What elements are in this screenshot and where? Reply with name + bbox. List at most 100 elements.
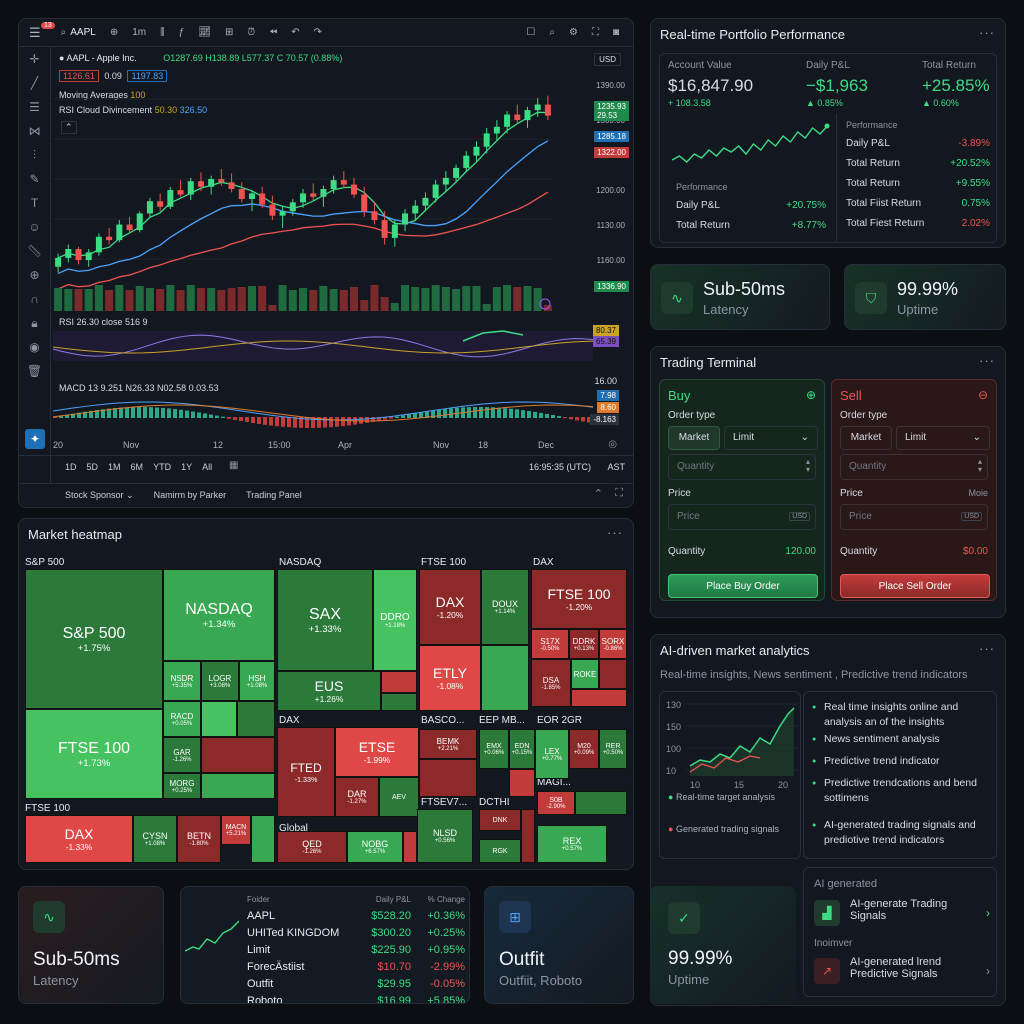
heatmap-tile[interactable]: RER +0.50%	[599, 729, 627, 769]
heatmap-tile[interactable]: EMX +0.06%	[479, 729, 509, 769]
heatmap-tile[interactable]: FTSE 100 -1.20%	[531, 569, 627, 629]
heatmap-tile[interactable]: AEV	[379, 777, 419, 817]
heatmap-tile[interactable]: DSA -1.85%	[531, 659, 571, 707]
heatmap-tile[interactable]: REX +0.57%	[537, 825, 607, 863]
magnet-icon[interactable]: ∩	[30, 292, 39, 306]
ask-price[interactable]: 1197.83	[127, 70, 168, 82]
buy-stepper-icon[interactable]: ▴ ▾	[805, 457, 810, 474]
range-button[interactable]: All	[202, 462, 213, 472]
sell-limit-select[interactable]: Limit ⌄	[896, 426, 990, 450]
heatmap-tile[interactable]	[509, 769, 535, 797]
heatmap-tile[interactable]: DAX -1.20%	[419, 569, 481, 645]
text-icon[interactable]: T	[30, 196, 39, 210]
add-symbol-icon[interactable]: ⊕	[109, 27, 119, 38]
trendline-icon[interactable]: ╱	[30, 76, 39, 90]
buy-limit-select[interactable]: Limit ⌄	[724, 426, 818, 450]
sell-stepper-icon[interactable]: ▴ ▾	[977, 457, 982, 474]
heatmap-tile[interactable]: BETN -1.80%	[177, 815, 221, 863]
heatmap-tile[interactable]: QED -1.26%	[277, 831, 347, 863]
camera-icon[interactable]: ◙	[612, 27, 619, 38]
trading-signals-item[interactable]: ▟ AI-generate Trading Signals ›	[814, 898, 990, 930]
sell-market-tab[interactable]: Market	[840, 426, 892, 450]
holdings-row[interactable]: UHITed KINGDOM $300.20 +0.25%	[247, 924, 467, 941]
alert-icon[interactable]: ⏰︎	[247, 27, 256, 38]
heatmap-tile[interactable]: MORG +0.25%	[163, 773, 201, 799]
heatmap-tile[interactable]	[237, 701, 275, 737]
heatmap-tile[interactable]: EUS +1.26%	[277, 671, 381, 711]
heatmap-tile[interactable]: SAX +1.33%	[277, 569, 373, 671]
heatmap-tile[interactable]: GAR -1.26%	[163, 737, 201, 773]
heatmap-tile[interactable]	[381, 671, 417, 693]
redo-icon[interactable]: ↷	[313, 27, 322, 38]
replay-icon[interactable]: ⏪︎	[269, 27, 278, 38]
candle-type-icon[interactable]: ⫼	[160, 27, 165, 38]
sell-price-input[interactable]: Price	[840, 504, 988, 530]
settings-icon[interactable]: ⚙	[568, 27, 578, 38]
heatmap-tile[interactable]: FTED -1.33%	[277, 727, 335, 817]
heatmap-tile[interactable]: BEMK +2.21%	[419, 729, 477, 759]
place-sell-button[interactable]: Place Sell Order	[840, 574, 990, 598]
heatmap-tile[interactable]	[571, 689, 627, 707]
heatmap-tile[interactable]: DOUX +1.14%	[481, 569, 529, 645]
ruler-icon[interactable]: 📏︎	[26, 244, 43, 258]
panel-collapse-icon[interactable]: ⌃	[593, 488, 603, 500]
heatmap-tile[interactable]: LEX +0.77%	[535, 729, 569, 779]
undo-icon[interactable]: ↶	[291, 27, 300, 38]
range-button[interactable]: YTD	[153, 462, 172, 472]
heatmap-tile[interactable]: ETLY -1.08%	[419, 645, 481, 711]
heatmap-tile[interactable]	[575, 791, 627, 815]
heatmap-tile[interactable]: LOGR +3.08%	[201, 661, 239, 701]
star-icon[interactable]: ✦	[25, 429, 45, 449]
heatmap-tile[interactable]: NOBG +6.57%	[347, 831, 403, 863]
buy-market-tab[interactable]: Market	[668, 426, 720, 450]
rsi-pane[interactable]	[53, 325, 593, 367]
menu-icon[interactable]: ☰	[29, 24, 41, 40]
heatmap-tile[interactable]	[381, 693, 417, 711]
more-icon[interactable]: ···	[979, 25, 995, 40]
trash-icon[interactable]: 🗑︎	[26, 364, 43, 378]
holdings-row[interactable]: ForecÄstiist $10.70 -2.99%	[247, 958, 467, 975]
analytics-more-icon[interactable]: ···	[979, 641, 995, 656]
holdings-row[interactable]: Roboto $16.99 +5.85%	[247, 992, 467, 1004]
bid-price[interactable]: 1126.61	[59, 70, 99, 82]
lock-icon[interactable]: 🔒︎	[31, 316, 38, 330]
function-icon[interactable]: ƒ	[178, 27, 185, 38]
price-chart[interactable]	[53, 79, 553, 314]
heatmap-tile[interactable]: FTSE 100 +1.73%	[25, 709, 163, 799]
bottom-tab[interactable]: Stock Sponsor ⌄	[65, 490, 134, 500]
eye-icon[interactable]: ◉	[29, 340, 40, 354]
heatmap-tile[interactable]: S&P 500 +1.75%	[25, 569, 163, 709]
heatmap-tile[interactable]: DAR -1.27%	[335, 777, 379, 817]
buy-add-icon[interactable]: ⊕	[805, 388, 816, 402]
range-button[interactable]: 5D	[86, 462, 99, 472]
heatmap-tile[interactable]: NSDR +5.35%	[163, 661, 201, 701]
fullscreen-icon[interactable]: ☐	[526, 27, 536, 38]
fib-icon[interactable]: ☰	[29, 100, 40, 114]
maximize-icon[interactable]: ⛶	[591, 27, 599, 38]
holdings-row[interactable]: AAPL $528.20 +0.36%	[247, 907, 467, 924]
heatmap-tile[interactable]: RACD +0.05%	[163, 701, 201, 737]
heatmap-tile[interactable]: CYSN +1.08%	[133, 815, 177, 863]
measure-icon[interactable]: ⫶	[32, 148, 36, 162]
holdings-row[interactable]: Limit $225.90 +0.95%	[247, 941, 467, 958]
currency-select[interactable]: USD	[594, 53, 621, 66]
pattern-icon[interactable]: ⋈	[28, 124, 41, 138]
heatmap-tile[interactable]: S17X -0.50%	[531, 629, 569, 659]
bottom-tab[interactable]: Namirm by Parker	[153, 490, 227, 500]
emoji-icon[interactable]: ☺	[28, 220, 41, 234]
symbol-search[interactable]: AAPL	[70, 27, 96, 38]
heatmap-tile[interactable]	[201, 773, 275, 799]
heatmap-tile[interactable]	[251, 815, 275, 863]
heatmap-more-icon[interactable]: ···	[607, 525, 623, 540]
heatmap-tile[interactable]	[201, 737, 275, 773]
range-button[interactable]: 6M	[130, 462, 144, 472]
heatmap-tile[interactable]: NLSD +0.56%	[417, 809, 473, 863]
terminal-more-icon[interactable]: ···	[979, 353, 995, 368]
layout-icon[interactable]: ⊞	[225, 27, 234, 38]
axis-settings-icon[interactable]: ◎	[608, 439, 617, 450]
brush-icon[interactable]: ✎	[29, 172, 40, 186]
zoom-icon[interactable]: ⊕	[29, 268, 40, 282]
sell-quantity-input[interactable]: Quantity	[840, 454, 988, 480]
sell-remove-icon[interactable]: ⊖	[977, 388, 988, 402]
heatmap-tile[interactable]: ETSE -1.99%	[335, 727, 419, 777]
